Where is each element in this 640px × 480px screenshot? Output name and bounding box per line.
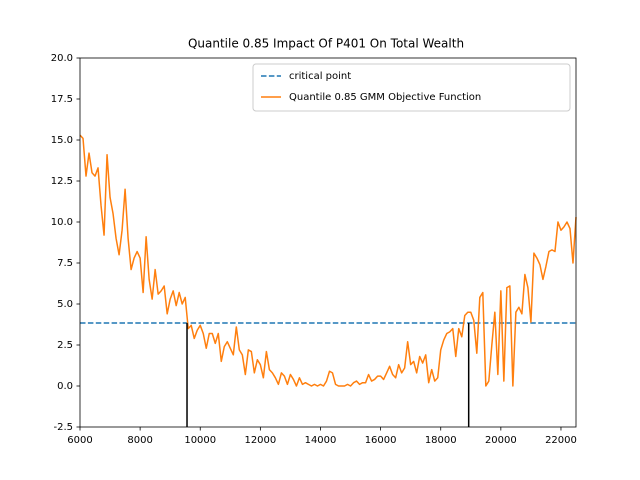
y-tick-label: 15.0 (51, 135, 73, 146)
y-tick-label: 17.5 (51, 94, 73, 105)
x-tick-label: 8000 (127, 435, 152, 446)
legend-label: Quantile 0.85 GMM Objective Function (289, 92, 481, 103)
x-tick-label: 22000 (545, 435, 577, 446)
x-tick-label: 10000 (184, 435, 216, 446)
y-tick-label: 12.5 (51, 176, 73, 187)
x-tick-label: 12000 (244, 435, 276, 446)
y-tick-label: 5.0 (57, 299, 73, 310)
legend-box (252, 63, 571, 112)
plot-frame (79, 57, 577, 428)
y-tick-label: 0.0 (57, 381, 73, 392)
y-tick-label: 20.0 (51, 53, 73, 64)
y-tick-label: 2.5 (57, 340, 73, 351)
legend-label: critical point (289, 71, 351, 82)
y-tick-label: 7.5 (57, 258, 73, 269)
x-tick-label: 18000 (425, 435, 457, 446)
x-tick-label: 20000 (485, 435, 517, 446)
x-tick-label: 6000 (67, 435, 92, 446)
series-line (79, 134, 577, 387)
x-tick-label: 14000 (305, 435, 337, 446)
x-tick-label: 16000 (365, 435, 397, 446)
y-tick-label: -2.5 (53, 422, 73, 433)
y-tick-label: 10.0 (51, 217, 73, 228)
chart-title: Quantile 0.85 Impact Of P401 On Total We… (188, 37, 464, 51)
